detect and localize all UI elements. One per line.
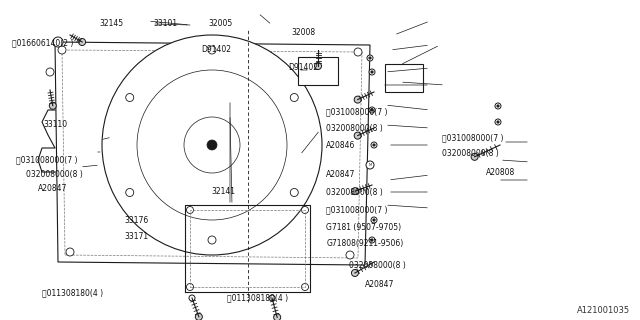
Circle shape bbox=[369, 57, 371, 59]
Circle shape bbox=[195, 313, 202, 320]
Circle shape bbox=[301, 206, 308, 213]
Text: 33176: 33176 bbox=[125, 216, 149, 225]
Circle shape bbox=[373, 219, 375, 221]
Circle shape bbox=[497, 105, 499, 107]
Circle shape bbox=[125, 93, 134, 101]
Circle shape bbox=[137, 70, 287, 220]
Circle shape bbox=[125, 188, 134, 196]
Circle shape bbox=[371, 217, 377, 223]
Text: G71808(9211-9506): G71808(9211-9506) bbox=[326, 239, 404, 248]
Text: D91402: D91402 bbox=[202, 45, 232, 54]
Circle shape bbox=[102, 35, 322, 255]
Text: A20847: A20847 bbox=[38, 184, 68, 193]
Circle shape bbox=[371, 142, 377, 148]
Circle shape bbox=[369, 69, 375, 75]
Text: A20847: A20847 bbox=[365, 280, 394, 289]
Circle shape bbox=[351, 269, 358, 276]
Circle shape bbox=[371, 109, 373, 111]
Circle shape bbox=[354, 96, 361, 103]
Circle shape bbox=[208, 46, 216, 54]
Text: 33110: 33110 bbox=[44, 120, 68, 129]
Circle shape bbox=[497, 121, 499, 123]
Circle shape bbox=[354, 48, 362, 56]
Text: Ⓑ016606140(2 ): Ⓑ016606140(2 ) bbox=[12, 39, 73, 48]
Text: A20808: A20808 bbox=[486, 168, 516, 177]
Circle shape bbox=[369, 237, 375, 243]
Text: 32008: 32008 bbox=[291, 28, 316, 36]
Circle shape bbox=[301, 284, 308, 291]
FancyBboxPatch shape bbox=[298, 57, 338, 85]
Circle shape bbox=[351, 188, 358, 195]
Circle shape bbox=[495, 103, 501, 109]
Text: 032008000(8 ): 032008000(8 ) bbox=[442, 149, 499, 158]
Circle shape bbox=[346, 251, 354, 259]
Circle shape bbox=[367, 55, 373, 61]
Text: 032008000(8 ): 032008000(8 ) bbox=[326, 124, 383, 132]
Text: Ⓑ011308180(4 ): Ⓑ011308180(4 ) bbox=[42, 288, 103, 297]
Text: 32145: 32145 bbox=[99, 19, 124, 28]
Circle shape bbox=[58, 46, 66, 54]
Circle shape bbox=[186, 206, 193, 213]
Circle shape bbox=[314, 62, 321, 69]
Circle shape bbox=[369, 107, 375, 113]
Circle shape bbox=[186, 284, 193, 291]
Circle shape bbox=[274, 314, 281, 320]
Text: 32005: 32005 bbox=[208, 19, 232, 28]
Circle shape bbox=[495, 119, 501, 125]
Text: A20846: A20846 bbox=[326, 141, 356, 150]
Text: 032008000(8 ): 032008000(8 ) bbox=[326, 188, 383, 196]
Text: A20847: A20847 bbox=[326, 170, 356, 179]
Circle shape bbox=[184, 117, 240, 173]
Circle shape bbox=[291, 93, 298, 101]
Circle shape bbox=[291, 188, 298, 196]
Circle shape bbox=[371, 71, 373, 73]
Circle shape bbox=[373, 144, 375, 146]
Circle shape bbox=[189, 295, 195, 301]
Circle shape bbox=[354, 132, 361, 139]
Text: Ⓑ011308180(4 ): Ⓑ011308180(4 ) bbox=[227, 293, 289, 302]
FancyBboxPatch shape bbox=[385, 64, 423, 92]
Circle shape bbox=[53, 37, 63, 47]
Circle shape bbox=[66, 248, 74, 256]
Circle shape bbox=[208, 236, 216, 244]
Circle shape bbox=[46, 68, 54, 76]
Circle shape bbox=[471, 153, 478, 160]
Text: 33171: 33171 bbox=[125, 232, 149, 241]
Text: 032008000(8 ): 032008000(8 ) bbox=[26, 170, 83, 179]
Circle shape bbox=[79, 38, 86, 45]
Circle shape bbox=[49, 102, 56, 109]
Text: A121001035: A121001035 bbox=[577, 306, 630, 315]
Circle shape bbox=[269, 295, 275, 301]
Text: D91402: D91402 bbox=[288, 63, 318, 72]
Circle shape bbox=[366, 161, 374, 169]
Text: M: M bbox=[369, 163, 371, 167]
Text: Ⓠ031008000(7 ): Ⓠ031008000(7 ) bbox=[442, 133, 503, 142]
Circle shape bbox=[371, 239, 373, 241]
Text: G7181 (9507-9705): G7181 (9507-9705) bbox=[326, 223, 401, 232]
Text: 032008000(8 ): 032008000(8 ) bbox=[349, 261, 406, 270]
Text: 33101: 33101 bbox=[154, 19, 178, 28]
Text: Ⓠ031008000(7 ): Ⓠ031008000(7 ) bbox=[16, 156, 77, 164]
Text: Ⓠ031008000(7 ): Ⓠ031008000(7 ) bbox=[326, 205, 388, 214]
Circle shape bbox=[207, 140, 217, 150]
Text: 32141: 32141 bbox=[211, 188, 236, 196]
Text: Ⓠ031008000(7 ): Ⓠ031008000(7 ) bbox=[326, 108, 388, 116]
